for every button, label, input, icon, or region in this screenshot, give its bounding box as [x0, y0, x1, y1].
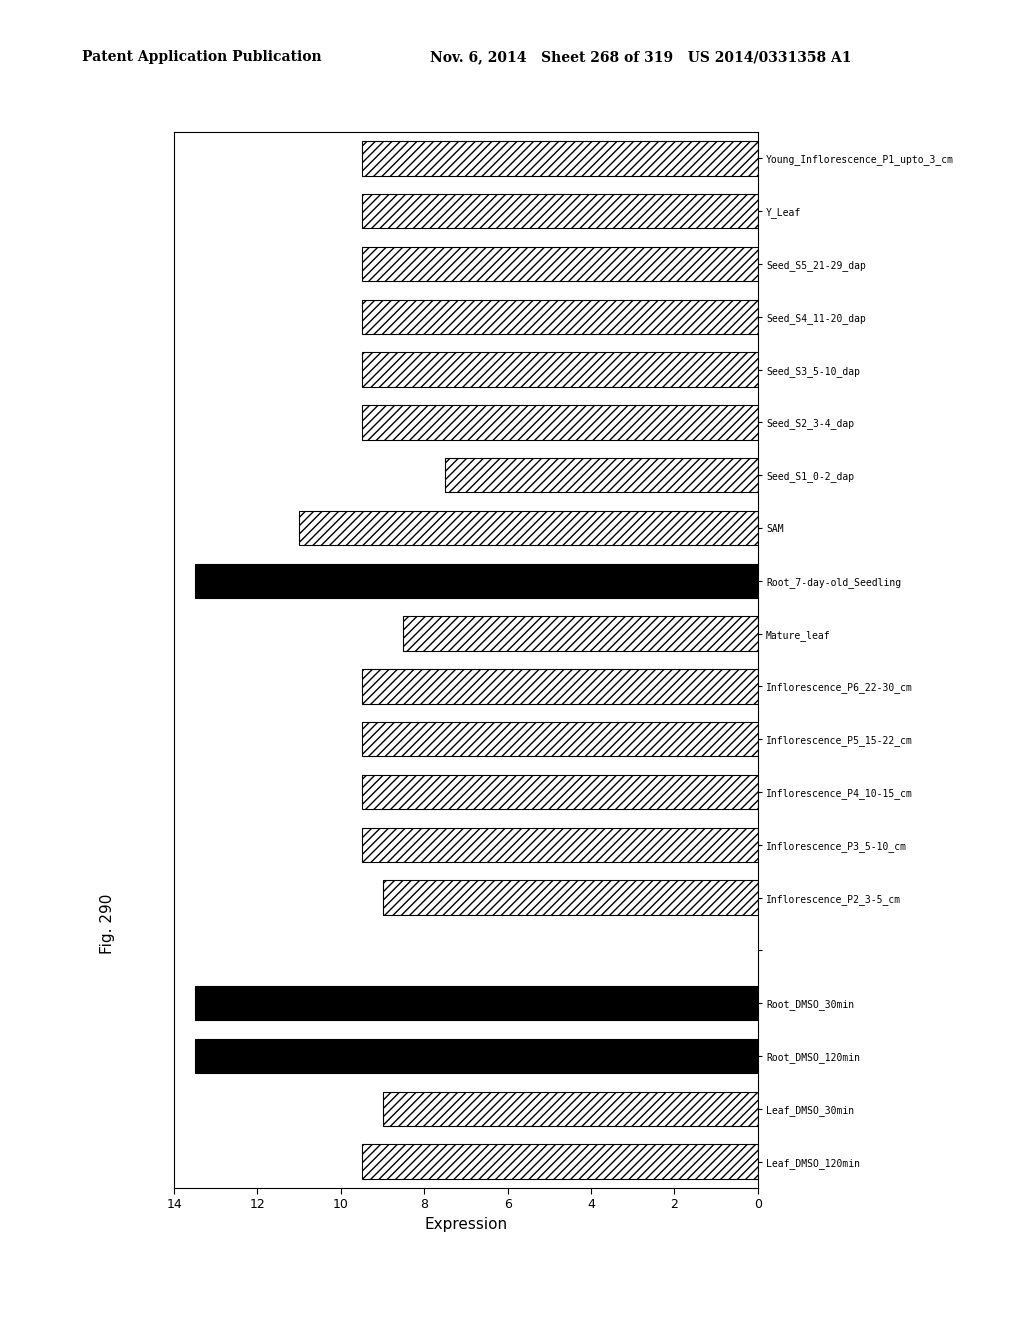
Bar — [299, 511, 758, 545]
Bar — [361, 194, 758, 228]
Text: Fig. 290: Fig. 290 — [100, 894, 115, 954]
Bar — [361, 141, 758, 176]
Text: Patent Application Publication: Patent Application Publication — [82, 50, 322, 65]
Bar — [361, 775, 758, 809]
Bar — [383, 1092, 758, 1126]
Bar — [361, 300, 758, 334]
Bar — [361, 722, 758, 756]
Bar — [361, 247, 758, 281]
Bar — [195, 986, 758, 1020]
Bar — [361, 1144, 758, 1179]
Text: Nov. 6, 2014   Sheet 268 of 319   US 2014/0331358 A1: Nov. 6, 2014 Sheet 268 of 319 US 2014/03… — [430, 50, 852, 65]
Bar — [195, 1039, 758, 1073]
Bar — [445, 458, 758, 492]
Bar — [361, 405, 758, 440]
Bar — [361, 352, 758, 387]
Bar — [383, 880, 758, 915]
X-axis label: Expression: Expression — [424, 1217, 508, 1232]
Bar — [195, 564, 758, 598]
Bar — [361, 669, 758, 704]
Bar — [403, 616, 758, 651]
Bar — [361, 828, 758, 862]
